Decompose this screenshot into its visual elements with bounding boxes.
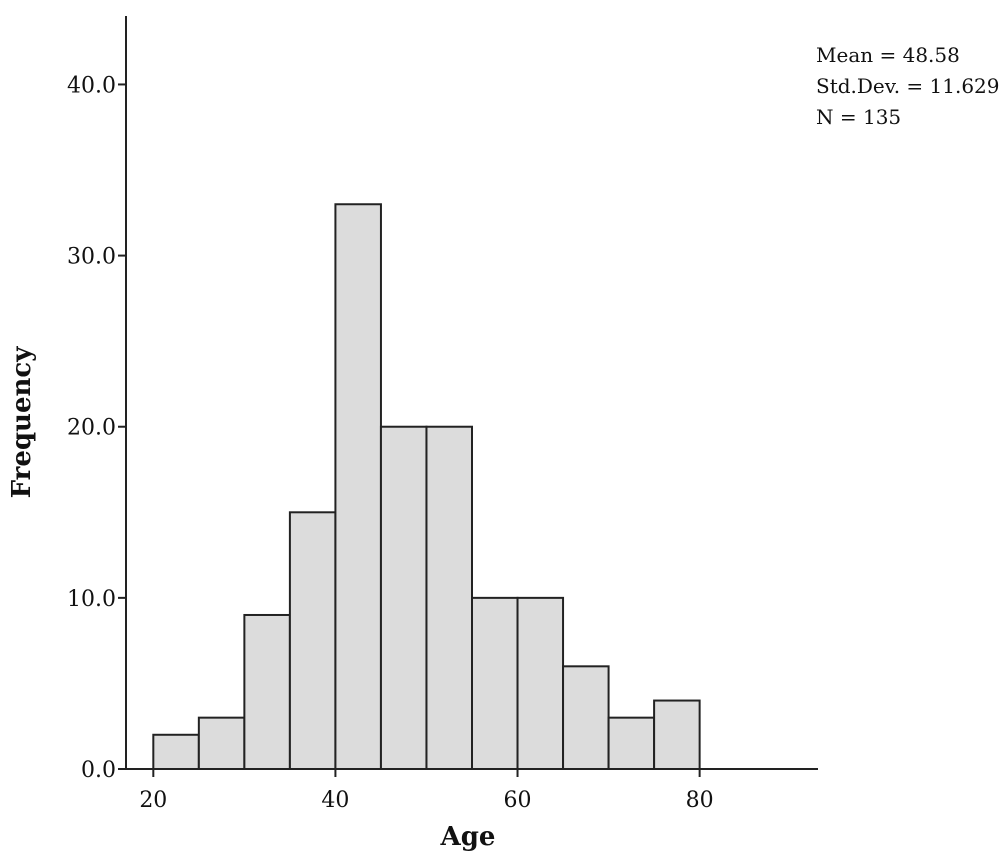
x-tick-label: 40 bbox=[321, 788, 349, 813]
histogram-bar bbox=[379, 425, 428, 770]
x-tick-label: 20 bbox=[139, 788, 167, 813]
histogram-bar bbox=[334, 203, 382, 770]
stats-mean: Mean = 48.58 bbox=[816, 43, 960, 67]
x-ticks-group: 20 40 60 80 bbox=[139, 769, 714, 813]
y-tick-label: 0.0 bbox=[81, 758, 116, 783]
y-axis-title: Frequency bbox=[7, 346, 37, 499]
histogram-bar bbox=[288, 511, 337, 771]
y-tick-label: 10.0 bbox=[67, 587, 116, 612]
histogram-bar bbox=[197, 716, 246, 771]
histogram-bar bbox=[607, 716, 656, 771]
y-tick-label: 30.0 bbox=[67, 245, 116, 270]
y-tick-label: 20.0 bbox=[67, 416, 116, 441]
histogram-bar bbox=[471, 596, 519, 771]
x-tick-label: 80 bbox=[686, 788, 714, 813]
histogram-bar bbox=[562, 665, 610, 770]
x-axis-title: Age bbox=[440, 822, 496, 852]
stats-std-dev: Std.Dev. = 11.629 bbox=[816, 74, 1000, 98]
y-tick-label: 40.0 bbox=[67, 73, 116, 98]
histogram-bar bbox=[425, 425, 474, 770]
histogram-bar bbox=[653, 699, 701, 771]
stats-n: N = 135 bbox=[816, 105, 901, 129]
x-tick-label: 60 bbox=[504, 788, 532, 813]
histogram-bar bbox=[516, 596, 565, 771]
histogram-bar bbox=[243, 613, 291, 771]
y-ticks-group: 0.0 10.0 20.0 30.0 40.0 bbox=[67, 73, 126, 783]
histogram-bar bbox=[152, 733, 200, 770]
bars-group bbox=[152, 203, 701, 771]
